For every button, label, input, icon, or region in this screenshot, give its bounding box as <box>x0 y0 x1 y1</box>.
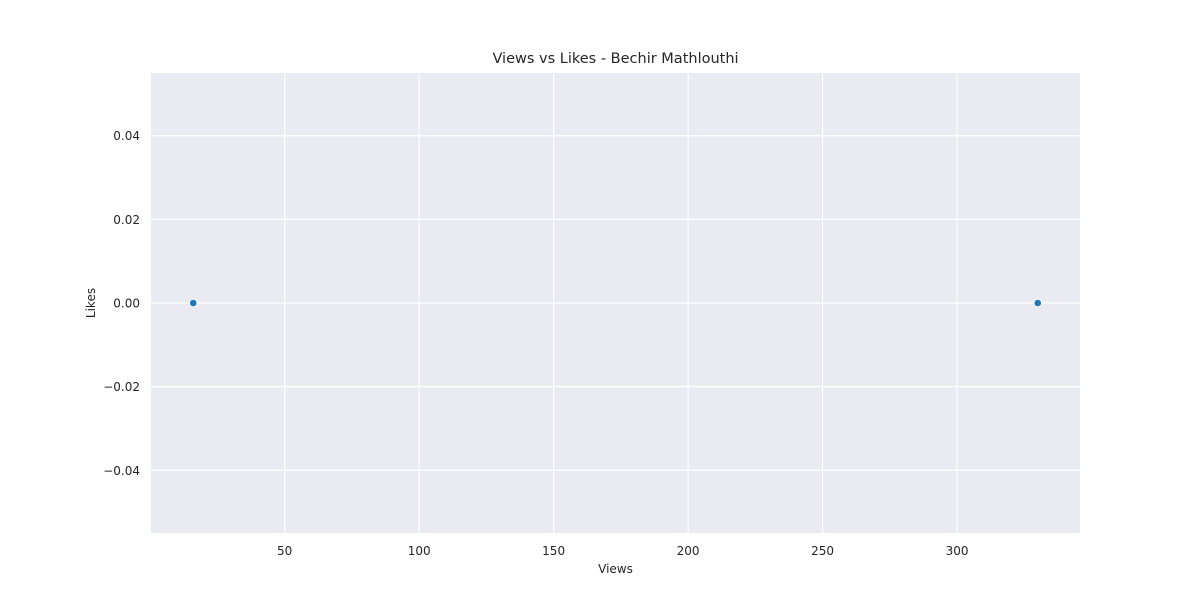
x-tick-label: 100 <box>408 544 431 558</box>
x-tick-label: 200 <box>677 544 700 558</box>
y-tick-label: 0.00 <box>113 297 140 311</box>
chart-title: Views vs Likes - Bechir Mathlouthi <box>492 51 738 67</box>
x-axis-label: Views <box>598 562 633 576</box>
y-tick-label: −0.04 <box>103 464 140 478</box>
x-tick-label: 250 <box>811 544 834 558</box>
y-tick-label: 0.04 <box>113 129 140 143</box>
y-tick-labels: −0.04 −0.02 0.00 0.02 0.04 <box>103 129 140 478</box>
data-point <box>1033 299 1042 307</box>
y-tick-label: 0.02 <box>113 213 140 227</box>
y-axis-label: Likes <box>84 288 98 318</box>
data-point <box>189 299 198 307</box>
y-tick-label: −0.02 <box>103 380 140 394</box>
x-tick-label: 300 <box>946 544 969 558</box>
x-tick-labels: 50 100 150 200 250 300 <box>277 544 969 558</box>
x-tick-label: 150 <box>542 544 565 558</box>
grid-lines <box>151 73 1080 533</box>
data-points <box>189 299 1042 307</box>
x-tick-label: 50 <box>277 544 292 558</box>
